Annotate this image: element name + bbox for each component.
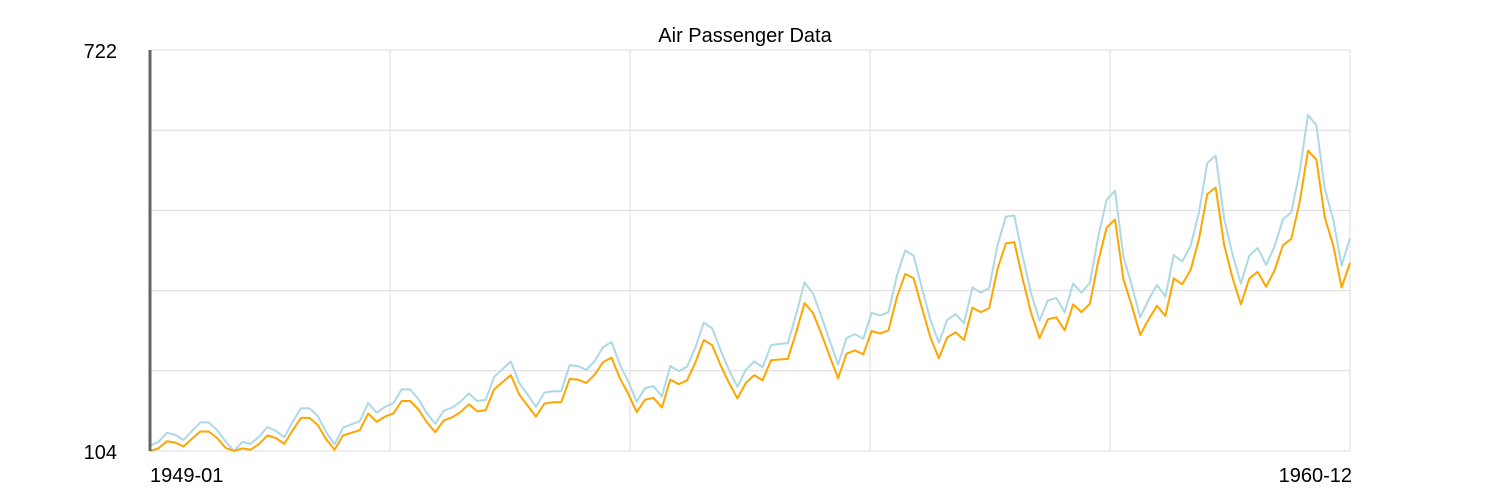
series-line-1 xyxy=(149,113,1351,452)
chart-title: Air Passenger Data xyxy=(658,25,832,47)
x-tick-label-end: 1960-12 xyxy=(1279,465,1352,487)
x-tick-label-start: 1949-01 xyxy=(150,465,223,487)
y-tick-label-min: 104 xyxy=(84,442,117,464)
y-tick-label-max: 722 xyxy=(84,41,117,63)
series-layer xyxy=(149,113,1351,452)
series-line-2 xyxy=(149,149,1351,452)
grid-layer xyxy=(149,49,1351,452)
